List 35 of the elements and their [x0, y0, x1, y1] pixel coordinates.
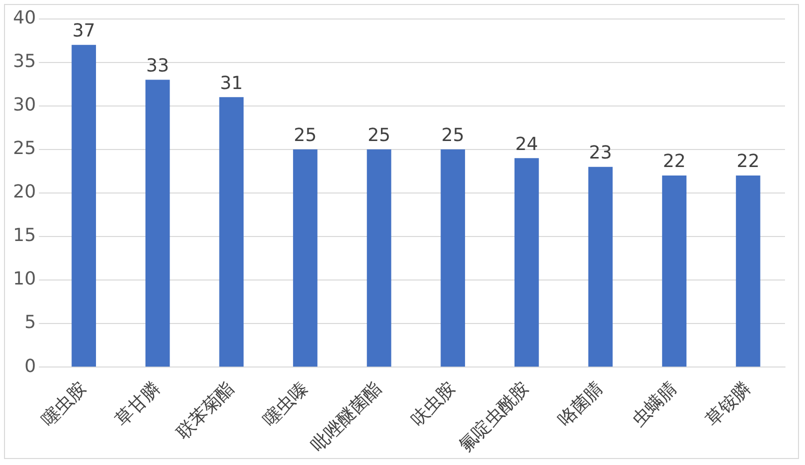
y-tick-label: 30	[13, 94, 36, 116]
y-tick-label: 20	[13, 182, 36, 203]
y-tick-label: 0	[24, 356, 36, 377]
bar	[293, 149, 318, 367]
y-tick-label: 25	[13, 138, 36, 160]
y-tick-label: 35	[13, 51, 36, 72]
y-tick-label: 5	[24, 312, 36, 334]
bar	[588, 166, 613, 367]
x-tick-label: 虫螨腈	[628, 378, 682, 431]
data-label: 23	[589, 142, 612, 164]
bar	[736, 176, 760, 367]
bar	[662, 176, 686, 367]
bar	[219, 97, 244, 367]
data-label: 37	[72, 20, 96, 42]
bar	[514, 158, 539, 367]
data-label: 25	[368, 125, 390, 146]
data-label: 22	[736, 151, 760, 172]
x-tick-label: 联苯菊酯	[172, 378, 238, 444]
bar	[145, 80, 170, 367]
bar	[440, 149, 466, 367]
y-tick-label: 40	[13, 7, 36, 28]
data-label: 22	[662, 151, 686, 172]
data-label: 25	[294, 125, 317, 146]
data-label: 25	[441, 125, 464, 146]
x-tick-label: 草甘膦	[111, 378, 164, 431]
y-tick-label: 10	[13, 268, 36, 290]
bar	[366, 149, 392, 367]
x-tick-label: 草铵膦	[702, 378, 755, 431]
x-tick-label: 咯菌腈	[554, 378, 608, 431]
bar	[72, 44, 96, 367]
y-tick-label: 15	[13, 225, 36, 246]
data-label: 24	[515, 134, 538, 155]
data-label: 31	[220, 72, 243, 94]
data-label: 33	[146, 55, 170, 76]
x-tick-label: 噻虫胺	[38, 378, 91, 431]
